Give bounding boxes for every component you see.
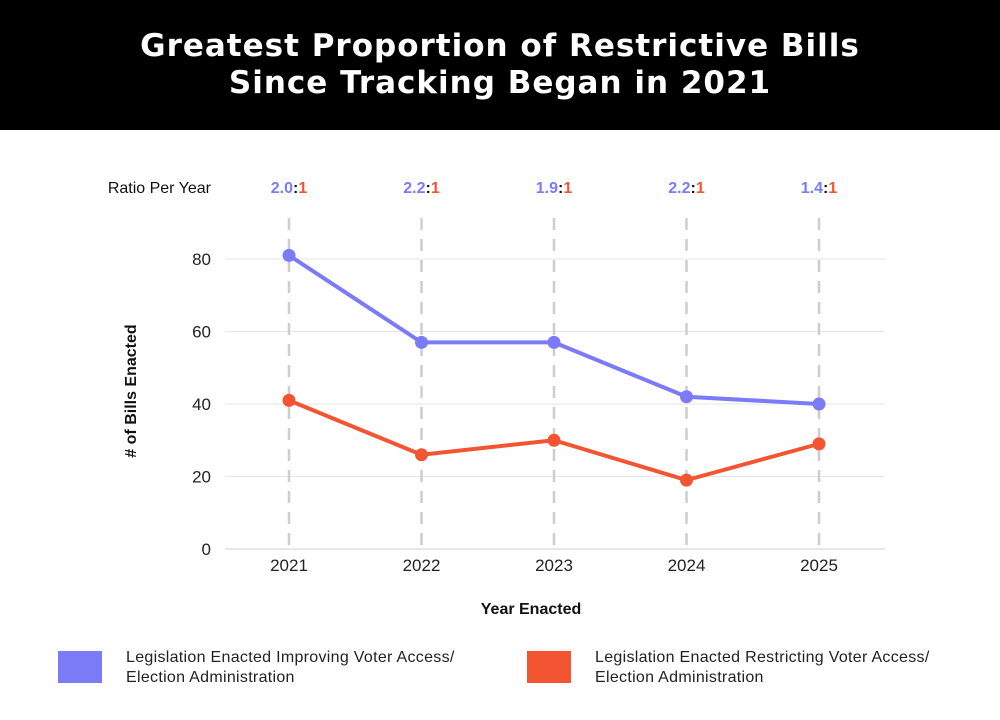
line-chart: 0 20 40 60 80 2021 2022 2023 2024 2025 Year Enacte… [108,180,885,618]
ratio-value-right: 1 [298,180,307,197]
ratio-colon: : [691,180,696,197]
year-guide-lines [287,218,821,549]
x-tick-label: 2024 [668,556,706,575]
ratio-value-left: 2.0 [271,180,293,197]
x-tick-label: 2025 [800,556,838,575]
ratio-value-right: 1 [828,180,837,197]
legend-label-restricting-line-2: Election Administration [595,669,764,686]
x-tick-label: 2021 [270,556,308,575]
ratio-colon: : [823,180,828,197]
ratio-value-left: 2.2 [403,180,425,197]
ratio-value: 2.0:1 [271,180,308,197]
data-point-restricting [547,433,561,447]
y-tick-label: 60 [192,323,211,342]
legend-swatch-restricting [527,651,571,683]
ratio-value: 2.2:1 [668,180,705,197]
data-point-restricting [680,473,693,487]
ratio-colon: : [558,180,563,197]
ratio-value-left: 1.4 [801,180,823,197]
ratio-value-right: 1 [431,180,440,197]
data-point-access [415,335,428,349]
ratio-row: Ratio Per Year 2.0:1 2.2:1 1.9:1 2.2:1 1.4:1 [108,180,838,197]
ratio-value: 1.4:1 [801,180,838,197]
ratio-value: 1.9:1 [536,180,573,197]
ratio-value-right: 1 [696,180,705,197]
axes: 0 20 40 60 80 2021 2022 2023 2024 2025 Year Enacte… [123,250,885,618]
legend-label-restricting-line-1: Legislation Enacted Restricting Voter Ac… [595,649,930,666]
ratio-value-left: 1.9 [536,180,558,197]
ratio-value-left: 2.2 [668,180,690,197]
data-series [282,248,826,487]
x-tick-label: 2023 [535,556,573,575]
ratio-colon: : [293,180,298,197]
ratio-value: 2.2:1 [403,180,440,197]
data-point-restricting [282,393,296,407]
x-tick-label: 2022 [403,556,441,575]
legend-item-restricting: Legislation Enacted Restricting Voter Ac… [527,648,930,688]
y-tick-label: 0 [202,540,211,559]
data-point-access [812,397,826,411]
legend-item-access: Legislation Enacted Improving Voter Acce… [58,648,455,688]
ratio-colon: : [426,180,431,197]
legend-label-access-line-2: Election Administration [126,669,295,686]
chart-title-line-2: Since Tracking Began in 2021 [228,65,772,101]
ratio-row-label: Ratio Per Year [108,180,212,197]
legend-label-access-line-1: Legislation Enacted Improving Voter Acce… [126,649,455,666]
data-point-restricting [415,448,428,462]
y-tick-label: 40 [192,395,211,414]
data-point-access [680,390,693,404]
x-axis-title: Year Enacted [481,601,582,618]
data-point-restricting [812,437,826,451]
legend-swatch-access [58,651,102,683]
data-point-access [282,248,296,262]
chart-title-line-1: Greatest Proportion of Restrictive Bills [140,28,860,64]
y-tick-label: 80 [192,250,211,269]
title-banner: Greatest Proportion of Restrictive Bills… [0,0,1000,130]
data-point-access [547,335,561,349]
y-tick-label: 20 [192,468,211,487]
y-axis-title: # of Bills Enacted [123,324,140,457]
ratio-value-right: 1 [563,180,572,197]
